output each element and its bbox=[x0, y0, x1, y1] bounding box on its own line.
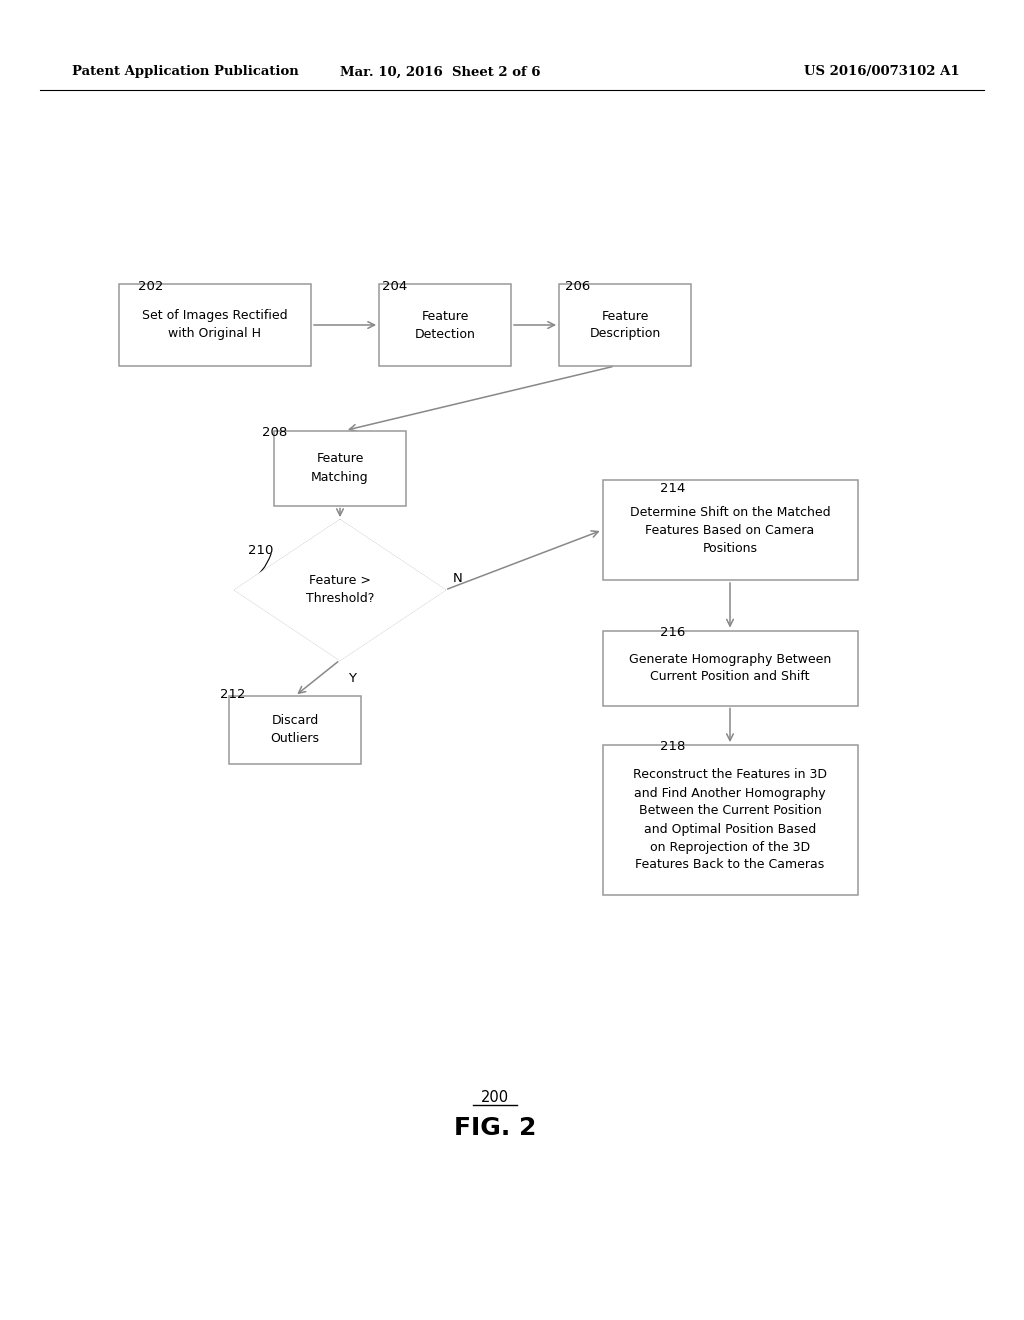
Text: 204: 204 bbox=[382, 280, 408, 293]
Text: US 2016/0073102 A1: US 2016/0073102 A1 bbox=[805, 66, 961, 78]
FancyArrowPatch shape bbox=[131, 285, 158, 289]
Text: Reconstruct the Features in 3D
and Find Another Homography
Between the Current P: Reconstruct the Features in 3D and Find … bbox=[633, 768, 827, 871]
Text: Feature >
Threshold?: Feature > Threshold? bbox=[306, 574, 374, 606]
Text: 200: 200 bbox=[481, 1090, 509, 1106]
Bar bbox=[602, 744, 857, 895]
Text: FIG. 2: FIG. 2 bbox=[454, 1115, 537, 1140]
FancyArrowPatch shape bbox=[610, 632, 680, 640]
Bar bbox=[229, 696, 361, 764]
Bar bbox=[379, 284, 511, 366]
Text: 210: 210 bbox=[248, 544, 273, 557]
FancyArrowPatch shape bbox=[610, 746, 680, 755]
FancyArrowPatch shape bbox=[610, 482, 679, 494]
Text: Feature
Matching: Feature Matching bbox=[311, 453, 369, 483]
Polygon shape bbox=[234, 520, 445, 660]
Bar bbox=[602, 631, 857, 705]
Text: Y: Y bbox=[348, 672, 356, 685]
FancyArrowPatch shape bbox=[386, 285, 400, 288]
Text: 202: 202 bbox=[138, 280, 164, 293]
Text: Determine Shift on the Matched
Features Based on Camera
Positions: Determine Shift on the Matched Features … bbox=[630, 506, 830, 554]
Text: 208: 208 bbox=[262, 425, 288, 438]
Text: Discard
Outliers: Discard Outliers bbox=[270, 714, 319, 746]
Text: Generate Homography Between
Current Position and Shift: Generate Homography Between Current Posi… bbox=[629, 652, 831, 684]
Text: 216: 216 bbox=[660, 626, 685, 639]
Text: Mar. 10, 2016  Sheet 2 of 6: Mar. 10, 2016 Sheet 2 of 6 bbox=[340, 66, 541, 78]
Bar bbox=[274, 430, 406, 506]
Text: 212: 212 bbox=[220, 689, 246, 701]
Text: 214: 214 bbox=[660, 482, 685, 495]
Text: 218: 218 bbox=[660, 739, 685, 752]
Text: N: N bbox=[453, 572, 463, 585]
Text: Feature
Description: Feature Description bbox=[590, 309, 660, 341]
Text: Set of Images Rectified
with Original H: Set of Images Rectified with Original H bbox=[142, 309, 288, 341]
FancyArrowPatch shape bbox=[248, 553, 271, 583]
Bar bbox=[559, 284, 691, 366]
Text: Feature
Detection: Feature Detection bbox=[415, 309, 475, 341]
FancyArrowPatch shape bbox=[566, 285, 585, 288]
Bar bbox=[602, 480, 857, 579]
Text: 206: 206 bbox=[565, 280, 590, 293]
Text: Patent Application Publication: Patent Application Publication bbox=[72, 66, 299, 78]
Bar bbox=[119, 284, 311, 366]
